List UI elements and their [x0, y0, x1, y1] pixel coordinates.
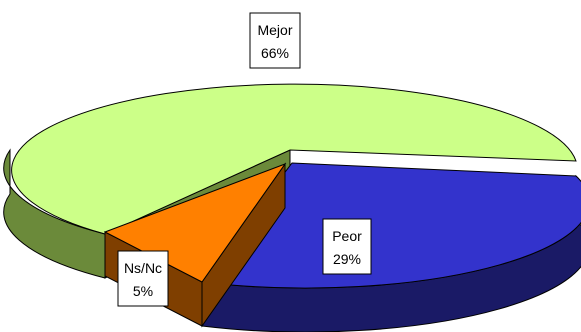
- data-label-peor: Peor 29%: [322, 218, 372, 275]
- slice-peor: [201, 162, 581, 289]
- label-peor-percent: 29%: [333, 251, 361, 267]
- label-nsnc-name: Ns/Nc: [124, 260, 162, 276]
- data-label-mejor: Mejor 66%: [249, 12, 301, 69]
- slice-mejor: [11, 83, 577, 235]
- label-mejor-percent: 66%: [261, 45, 289, 61]
- label-peor-name: Peor: [332, 228, 362, 244]
- label-mejor-name: Mejor: [257, 22, 292, 38]
- data-label-nsnc: Ns/Nc 5%: [117, 250, 169, 307]
- label-nsnc-percent: 5%: [133, 283, 153, 299]
